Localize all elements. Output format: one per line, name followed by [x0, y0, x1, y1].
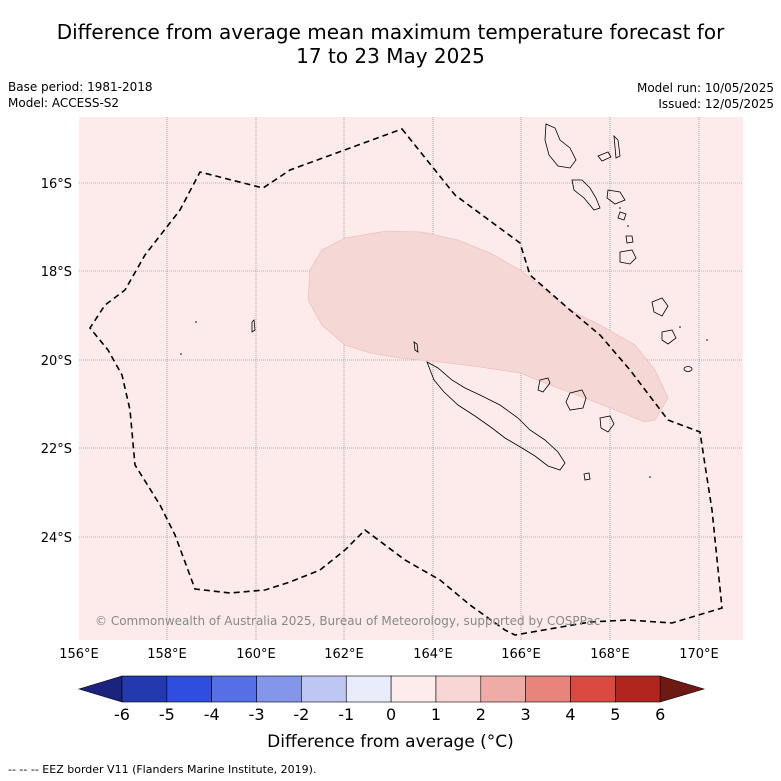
tiny-islet — [180, 353, 182, 355]
colorbar-tick-label: -2 — [293, 705, 310, 724]
colorbar-cell — [166, 675, 213, 703]
colorbar-tick-label: 6 — [655, 705, 666, 724]
maewo-island — [613, 134, 621, 159]
longitude-tick-label: 170°E — [679, 647, 719, 662]
colorbar-cell — [345, 675, 392, 703]
small-island-east — [683, 366, 693, 372]
colorbar-cells — [77, 675, 706, 703]
latitude-ticks: 16°S 18°S 20°S 22°S 24°S — [41, 177, 72, 546]
colorbar-cell — [435, 675, 482, 703]
colorbar-tick-label: -1 — [338, 705, 355, 724]
aneityum-island — [661, 329, 677, 345]
colorbar-tick-label: -6 — [114, 705, 130, 724]
base-period: Base period: 1981-2018 — [8, 80, 153, 94]
colorbar-cell — [121, 675, 168, 703]
model-run: Model run: 10/05/2025 — [636, 81, 774, 95]
pentecost-ambrym-islands — [606, 189, 626, 205]
longitude-tick-label: 164°E — [413, 647, 453, 662]
model-name: Model: ACCESS-S2 — [8, 96, 120, 110]
colorbar-tick-label: -4 — [203, 705, 220, 724]
colorbar-cell — [570, 675, 616, 703]
colorbar-cell — [480, 675, 526, 703]
latitude-tick-label: 16°S — [41, 177, 72, 192]
loyalty-island-mare — [599, 415, 615, 433]
chesterfield-reef — [251, 319, 256, 333]
colorbar-tick-label: 5 — [610, 705, 621, 724]
colorbar-tick-label: 2 — [475, 705, 486, 724]
colorbar-tick-label: 0 — [386, 705, 397, 724]
colorbar-cell — [211, 675, 257, 703]
copyright-notice: © Commonwealth of Australia 2025, Bureau… — [95, 614, 601, 628]
tiny-islet — [619, 207, 621, 209]
anomaly-patch — [307, 230, 669, 423]
tiny-islet — [195, 321, 197, 323]
colorbar-cell — [525, 675, 571, 703]
tiny-islet — [649, 476, 651, 478]
longitude-tick-label: 162°E — [324, 647, 364, 662]
colorbar-tick-label: 1 — [430, 705, 442, 724]
tiny-islet — [706, 339, 708, 341]
latitude-tick-label: 24°S — [41, 531, 72, 546]
colorbar-label: Difference from average (°C) — [267, 732, 514, 752]
ambae-island — [597, 151, 612, 162]
latitude-tick-label: 22°S — [41, 442, 72, 457]
belep-islands — [413, 341, 419, 353]
colorbar-extend-high — [659, 675, 706, 703]
issued-date: Issued: 12/05/2025 — [658, 97, 774, 111]
colorbar-tick-label: 3 — [520, 705, 531, 724]
longitude-tick-label: 168°E — [590, 647, 630, 662]
erromango-island — [619, 249, 637, 265]
longitude-tick-label: 166°E — [501, 647, 541, 662]
tiny-islet — [679, 326, 681, 328]
colorbar-tick-label: -3 — [248, 705, 265, 724]
espiritu-santo-island — [544, 123, 577, 169]
longitude-ticks: 156°E 158°E 160°E 162°E 164°E 166°E 168°E 170°E — [59, 647, 719, 662]
loyalty-island-lifou — [565, 389, 587, 411]
colorbar-tick-label: -5 — [158, 705, 175, 724]
epi-island — [617, 211, 627, 221]
malekula-island — [571, 179, 601, 211]
efate-island — [625, 235, 634, 244]
colorbar-cell — [301, 675, 347, 703]
title-line-1: Difference from average mean maximum tem… — [56, 20, 725, 44]
loyalty-island-ouvea — [537, 377, 551, 393]
isle-of-pines — [583, 472, 591, 481]
colorbar-cell — [256, 675, 302, 703]
longitude-tick-label: 156°E — [59, 647, 99, 662]
longitude-tick-label: 160°E — [236, 647, 276, 662]
latitude-tick-label: 18°S — [41, 265, 72, 280]
colorbar-tick-label: 4 — [565, 705, 576, 724]
tiny-islet — [627, 225, 629, 227]
longitude-tick-label: 158°E — [147, 647, 187, 662]
tanna-island — [651, 297, 669, 317]
eez-border — [89, 128, 723, 636]
colorbar-cell — [615, 675, 661, 703]
new-caledonia-mainland — [426, 361, 566, 471]
colorbar-extend-low — [77, 675, 123, 703]
title-line-2: 17 to 23 May 2025 — [296, 44, 485, 68]
latitude-tick-label: 20°S — [41, 354, 72, 369]
eez-footnote: -- -- -- EEZ border V11 (Flanders Marine… — [8, 763, 317, 776]
colorbar-cell — [390, 675, 437, 703]
